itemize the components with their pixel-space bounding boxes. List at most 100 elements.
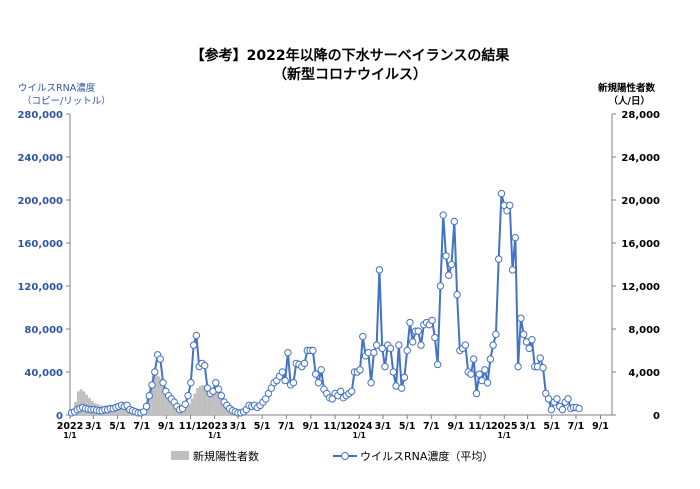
- y-left-tick-label: 160,000: [17, 239, 63, 250]
- rna-point: [336, 387, 345, 396]
- x-tick-label: 9/1: [158, 421, 175, 432]
- rna-point: [184, 391, 192, 400]
- rna-point: [386, 344, 395, 353]
- cases-bar: [154, 372, 158, 415]
- x-tick-label: 5/1: [109, 421, 126, 432]
- y-left-tick-label: 120,000: [17, 282, 63, 293]
- rna-point: [284, 348, 292, 357]
- cases-bar: [185, 407, 188, 415]
- x-tick-label: 7/1: [133, 421, 150, 432]
- cases-bar: [190, 398, 194, 415]
- cases-bar: [196, 388, 199, 415]
- rna-point: [492, 330, 500, 339]
- cases-bar: [223, 405, 227, 415]
- rna-point: [536, 354, 544, 362]
- cases-bar: [118, 407, 122, 415]
- cases-bar: [82, 391, 86, 415]
- chart-subtitle: （新型コロナウイルス）: [273, 66, 427, 83]
- rna-point: [406, 318, 414, 327]
- x-tick-label: 5/1: [399, 421, 416, 432]
- cases-bar: [79, 389, 83, 415]
- rna-point: [470, 355, 478, 363]
- x-tick-label: 2025: [491, 421, 517, 432]
- rna-point: [314, 379, 323, 387]
- cases-bar: [151, 374, 155, 415]
- rna-point: [145, 391, 153, 400]
- cases-bar: [210, 388, 213, 415]
- legend: 新規陽性者数 ウイルスRNA濃度（平均）: [171, 449, 493, 463]
- rna-point: [347, 387, 356, 396]
- rna-point: [309, 346, 317, 355]
- rna-point: [278, 368, 287, 376]
- y-right-tick-label: 20,000: [621, 196, 660, 207]
- cases-bar: [218, 395, 222, 415]
- rna-point: [289, 379, 298, 387]
- rna-point: [217, 391, 226, 400]
- rna-point: [564, 395, 572, 403]
- rna-point: [431, 333, 439, 342]
- cases-bar: [76, 391, 80, 415]
- rna-point: [381, 362, 389, 371]
- rna-point: [156, 355, 165, 363]
- cases-bar: [173, 407, 177, 415]
- rna-point: [442, 252, 450, 260]
- rna-point: [481, 366, 489, 374]
- y-left-label-line1: ウイルスRNA濃度: [18, 82, 96, 94]
- x-tick-label: 5/1: [543, 421, 560, 432]
- rna-point: [281, 376, 289, 385]
- rna-point: [187, 379, 195, 387]
- y-left-tick-label: 80,000: [24, 325, 63, 336]
- rna-point: [317, 366, 325, 374]
- cases-bar: [212, 390, 216, 415]
- y-left-tick-label: 40,000: [24, 368, 63, 379]
- rna-point: [547, 405, 556, 414]
- cases-bar: [193, 393, 197, 415]
- cases-bar: [198, 385, 202, 415]
- rna-point: [506, 201, 514, 210]
- rna-point: [403, 346, 411, 355]
- rna-point: [181, 400, 189, 408]
- y-left-tick-label: 200,000: [17, 196, 63, 207]
- rna-point: [528, 336, 536, 344]
- rna-point: [378, 344, 386, 353]
- x-tick-label: 3/1: [519, 421, 536, 432]
- rna-point: [525, 344, 533, 353]
- rna-point: [447, 260, 456, 269]
- rna-series-line: [71, 193, 580, 414]
- rna-point: [409, 338, 417, 346]
- x-tick-label: 7/1: [568, 421, 585, 432]
- x-tick-label: 9/1: [592, 421, 609, 432]
- x-tick-label: 9/1: [448, 421, 465, 432]
- rna-point: [453, 290, 461, 299]
- cases-bar: [201, 384, 205, 415]
- rna-point: [311, 370, 320, 378]
- rna-point: [212, 379, 220, 387]
- rna-point: [433, 360, 442, 369]
- y-right-tick-label: 0: [653, 411, 660, 422]
- rna-point: [417, 341, 425, 349]
- cases-bar: [168, 399, 172, 415]
- rna-point: [367, 379, 375, 387]
- y-right-label-line1: 新規陽性者数: [598, 82, 656, 94]
- x-tick-label: 7/1: [423, 421, 440, 432]
- cases-bar: [246, 413, 249, 415]
- y-right-label-line2: （人/日）: [609, 95, 650, 107]
- rna-point: [159, 379, 167, 387]
- x-tick-label: 5/1: [254, 421, 271, 432]
- rna-point: [375, 266, 384, 274]
- cases-bar: [262, 413, 266, 415]
- cases-bar: [182, 409, 186, 415]
- cases-bar: [215, 391, 219, 415]
- rna-point: [494, 255, 503, 263]
- rna-point: [508, 266, 517, 274]
- rna-point: [558, 405, 567, 414]
- y-right-tick-label: 24,000: [621, 153, 660, 164]
- cases-bar: [157, 376, 161, 415]
- rna-point: [414, 327, 422, 335]
- rna-point: [397, 384, 406, 392]
- legend-swatch-cases: [171, 451, 189, 460]
- x-tick-label: 11/1: [179, 421, 202, 432]
- rna-point: [467, 370, 475, 378]
- chart-title: 【参考】2022年以降の下水サーベイランスの結果: [191, 47, 511, 64]
